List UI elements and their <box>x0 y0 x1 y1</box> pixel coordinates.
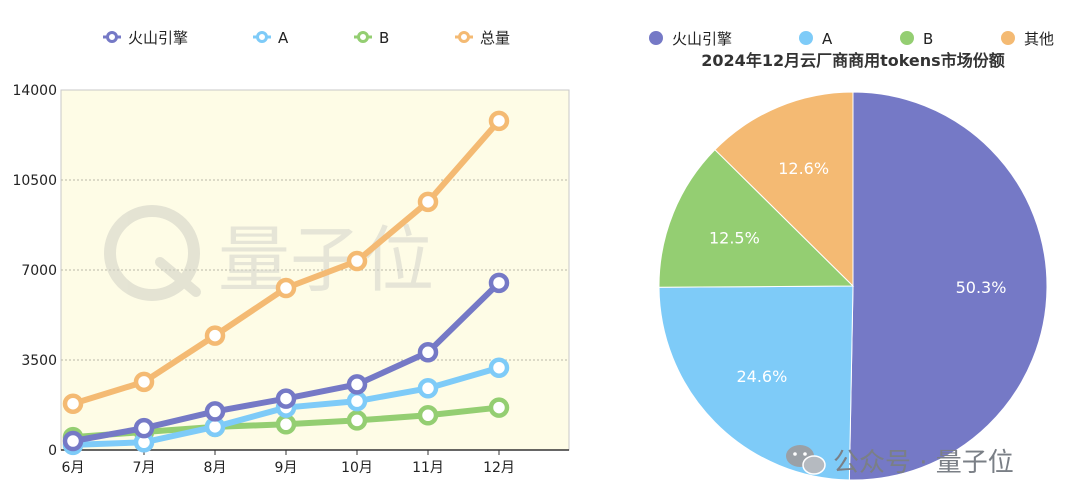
x-tick-label: 6月 <box>62 460 85 476</box>
data-point <box>62 430 84 452</box>
pie-legend-item: 其他 <box>1001 30 1054 48</box>
x-tick-label: 11月 <box>412 460 444 476</box>
legend-marker <box>458 31 470 43</box>
data-point <box>275 277 297 299</box>
data-point <box>488 357 510 378</box>
pie-chart: 火山引擎 A B 其他 2024年12月云厂商商用tokens市场份额 50.3% 24… <box>649 30 1054 481</box>
pie-slice <box>714 91 854 288</box>
watermark-logo-tail <box>155 257 201 297</box>
pie-slice <box>658 285 854 481</box>
pie-legend-swatch <box>799 31 813 45</box>
legend-marker <box>357 31 369 43</box>
wechat-label: 公众号 · 量子位 <box>833 448 1014 478</box>
pie-slice-label: 12.6% <box>778 159 829 178</box>
x-tick-label: 10月 <box>341 460 373 476</box>
pie-legend-item: 火山引擎 <box>649 30 732 48</box>
legend-marker <box>256 31 268 43</box>
data-point <box>417 378 439 399</box>
pie-slice-label: 24.6% <box>736 367 787 386</box>
pie-legend-label: A <box>822 30 833 48</box>
legend-label: A <box>278 29 289 47</box>
pie-legend-label: 火山引擎 <box>672 30 732 48</box>
x-axis-ticks: 6月 7月 8月 9月 10月 11月 12月 <box>62 450 515 476</box>
series-0 <box>62 272 510 452</box>
data-point <box>133 417 155 439</box>
watermark-text: 量子位 <box>218 218 434 302</box>
watermark: 量子位 <box>104 205 434 302</box>
legend-item: 总量 <box>455 29 510 47</box>
data-point <box>417 405 439 426</box>
pie-slice-label: 12.5% <box>709 229 760 248</box>
pie-legend-item: A <box>799 30 833 48</box>
x-tick-label: 8月 <box>204 460 227 476</box>
pie-legend-swatch <box>900 31 914 45</box>
series-lines <box>62 110 510 456</box>
data-point <box>133 371 155 393</box>
line-chart: 0 3500 7000 10500 14000 量子位 6月 7月 8月 9月 10月 11月 12… <box>12 29 570 476</box>
pie-slice <box>658 148 855 288</box>
pie-slice-label: 50.3% <box>956 278 1007 297</box>
pie-legend-item: B <box>900 30 933 48</box>
pie-title: 2024年12月云厂商商用tokens市场份额 <box>701 51 1004 70</box>
y-tick-label: 7000 <box>21 263 57 279</box>
legend-item: A <box>253 29 289 47</box>
data-point <box>62 393 84 414</box>
data-point <box>204 325 226 346</box>
pie-legend-swatch <box>1001 31 1015 45</box>
pie-legend-label: B <box>923 30 933 48</box>
series-3 <box>62 110 510 414</box>
data-point <box>488 272 510 294</box>
data-point <box>346 390 368 412</box>
legend-label: 总量 <box>480 29 510 47</box>
legend-label: B <box>379 29 389 47</box>
data-point <box>346 410 368 431</box>
pie-legend: 火山引擎 A B 其他 <box>649 30 1054 48</box>
data-point <box>346 250 368 272</box>
y-tick-label: 3500 <box>21 353 57 369</box>
y-axis-ticks: 0 3500 7000 10500 14000 <box>12 83 57 459</box>
legend-label: 火山引擎 <box>128 29 188 47</box>
y-tick-label: 10500 <box>12 173 57 189</box>
x-tick-label: 9月 <box>275 460 298 476</box>
pie-labels: 50.3% 24.6% 12.5% 12.6% <box>709 159 1006 386</box>
wechat-icon <box>786 445 826 475</box>
data-point <box>488 397 510 418</box>
legend-marker <box>106 31 118 43</box>
data-point <box>275 388 297 409</box>
data-point <box>346 374 368 395</box>
watermark-logo <box>104 205 200 301</box>
pie-legend-swatch <box>649 31 663 45</box>
x-tick-label: 12月 <box>483 460 515 476</box>
data-point <box>417 191 439 213</box>
data-point <box>204 401 226 422</box>
line-legend: 火山引擎 A B 总量 <box>103 29 510 47</box>
legend-item: 火山引擎 <box>103 29 188 47</box>
data-point <box>488 110 510 132</box>
y-tick-label: 0 <box>48 443 57 459</box>
y-tick-label: 14000 <box>12 83 57 99</box>
data-point <box>275 414 297 435</box>
wechat-footer: 公众号 · 量子位 <box>786 445 1014 478</box>
pie-legend-label: 其他 <box>1024 30 1054 48</box>
pie-slice <box>848 91 1048 481</box>
data-point <box>417 342 439 363</box>
x-tick-label: 7月 <box>133 460 156 476</box>
gridlines <box>61 179 569 361</box>
legend-item: B <box>354 29 389 47</box>
pie-slices <box>658 91 1048 481</box>
